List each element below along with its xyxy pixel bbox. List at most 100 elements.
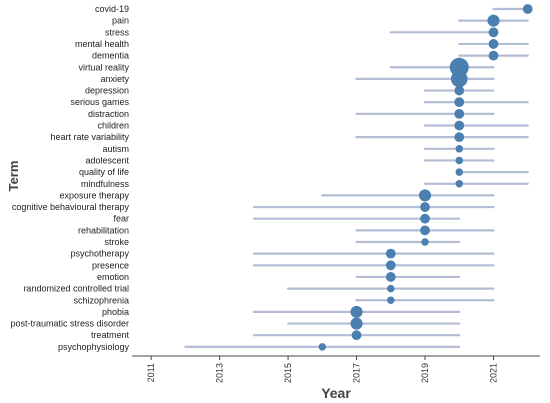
term-row: treatment [91,330,461,341]
median-year-dot [420,213,430,224]
term-label: fear [113,214,129,224]
median-year-dot [350,305,363,318]
x-tick-label: 2017 [352,363,362,383]
term-label: heart rate variability [50,132,129,142]
term-row: post-traumatic stress disorder [10,317,461,330]
median-year-dot [450,70,468,88]
term-row: fear [113,213,461,224]
term-label: post-traumatic stress disorder [10,319,129,329]
term-label: mental health [75,39,129,49]
term-row: serious games [70,97,529,108]
term-label: phobia [102,307,129,317]
term-row: stress [105,27,499,38]
term-label: serious games [70,97,129,107]
term-row: distraction [88,108,495,119]
term-label: psychophysiology [58,342,130,352]
term-row: autism [102,144,495,154]
term-row: mental health [75,39,529,49]
term-label: treatment [91,330,130,340]
term-row: covid-19 [95,4,533,14]
term-label: virtual reality [78,62,129,72]
term-label: children [97,121,129,131]
term-row: randomized controlled trial [23,284,495,294]
median-year-dot [455,145,464,153]
median-year-dot [488,50,499,61]
term-label: psychotherapy [70,249,129,259]
term-row: pain [112,14,529,27]
median-year-dot [488,27,499,38]
term-row: dementia [92,50,529,61]
term-label: presence [92,260,129,270]
median-year-dot [421,238,429,246]
term-label: quality of life [79,167,129,177]
x-tick-label: 2011 [146,363,156,382]
median-year-dot [385,272,396,282]
median-year-dot [454,108,465,119]
term-row: cognitive behavioural therapy [12,202,495,212]
term-label: anxiety [100,74,129,84]
x-tick-label: 2013 [215,363,225,383]
term-row: rehabilitation [78,225,495,236]
term-label: dementia [92,51,129,61]
term-row: phobia [102,305,461,318]
term-label: emotion [97,272,129,282]
term-row: adolescent [85,155,495,165]
median-year-dot [385,260,396,271]
term-label: schizophrenia [73,295,129,305]
term-row: stroke [104,237,461,247]
median-year-dot [488,39,499,49]
term-label: stress [105,27,130,37]
term-row: children [97,120,529,131]
median-year-dot [387,284,395,293]
median-year-dot [418,189,432,202]
median-year-dot [522,4,533,14]
term-label: mindfulness [81,179,130,189]
median-year-dot [454,132,465,143]
x-tick-label: 2015 [283,363,293,383]
median-year-dot [454,120,465,131]
term-label: depression [85,86,129,96]
term-label: distraction [88,109,129,119]
term-label: pain [112,16,129,26]
term-row: depression [85,85,495,96]
median-year-dot [454,85,465,96]
median-year-dot [351,330,362,341]
term-row: virtual reality [78,57,495,77]
median-year-dot [387,296,395,304]
term-row: presence [92,260,495,271]
y-axis-title: Term [6,161,21,192]
median-year-dot [449,57,469,77]
term-row: anxiety [100,70,495,88]
term-label: rehabilitation [78,225,129,235]
term-label: adolescent [85,155,129,165]
median-year-dot [385,248,396,259]
median-year-dot [455,168,464,176]
term-label: randomized controlled trial [23,284,129,294]
term-row: schizophrenia [73,295,495,305]
term-label: autism [102,144,129,154]
term-row: exposure therapy [59,189,495,202]
term-row: emotion [97,272,461,282]
term-row: quality of life [79,167,529,177]
term-label: covid-19 [95,4,129,14]
median-year-dot [455,180,464,188]
median-year-dot [420,225,430,236]
term-row: psychotherapy [70,248,495,259]
x-tick-label: 2021 [488,363,498,383]
x-axis: 2011 2013 2015 2017 2019 2021 [132,355,540,383]
median-year-dot [454,97,465,108]
median-year-dot [487,14,500,27]
x-axis-title: Year [321,385,351,401]
term-row: mindfulness [81,179,529,189]
median-year-dot [318,343,327,351]
median-year-dot [350,317,363,330]
x-tick-label: 2019 [420,363,430,383]
median-year-dot [455,156,464,165]
term-row: heart rate variability [50,132,529,143]
term-row: psychophysiology [58,342,461,352]
median-year-dot [420,202,430,212]
term-label: cognitive behavioural therapy [12,202,130,212]
term-label: exposure therapy [59,190,129,200]
